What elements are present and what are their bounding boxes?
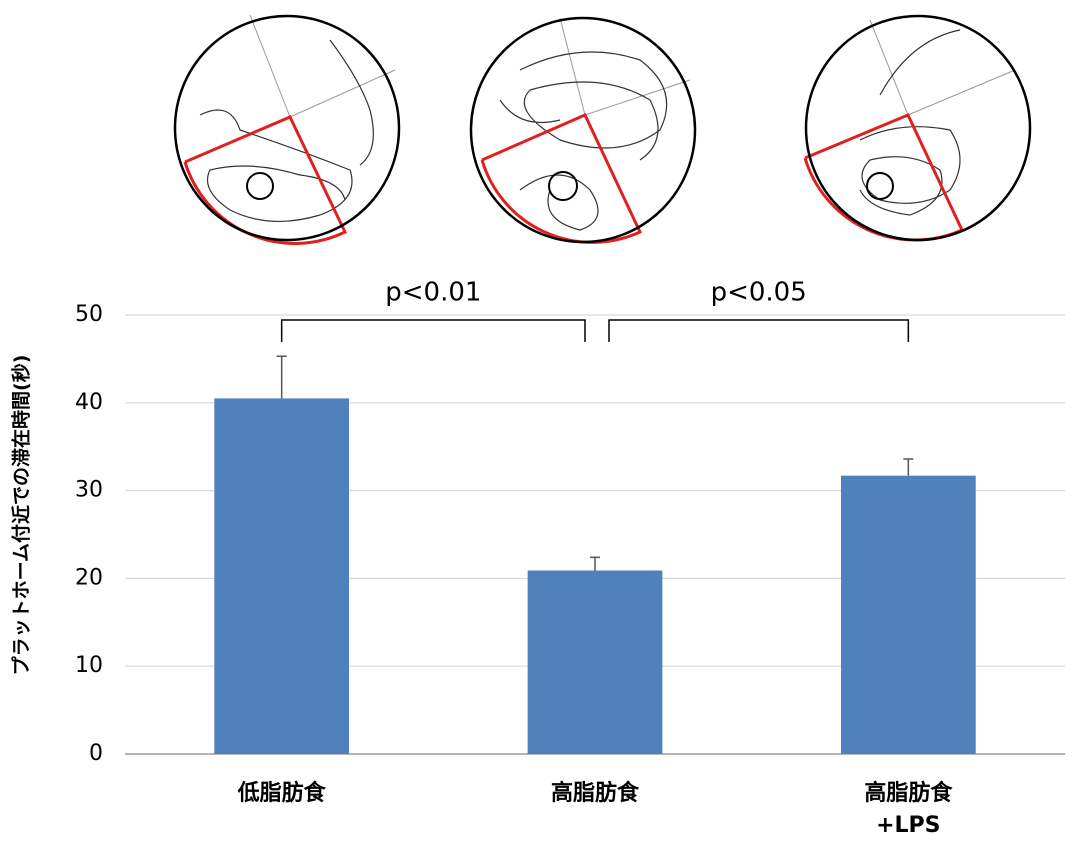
maze [469, 16, 697, 244]
significance-bracket [280, 319, 586, 342]
y-axis-label: プラットホーム付近での滞在時間(秒) [10, 355, 33, 676]
x-tick-label: 低脂肪食 [237, 781, 326, 806]
bar [840, 475, 976, 754]
bar [214, 398, 350, 754]
annotation: p<0.05 [711, 278, 807, 308]
y-tick-label: 0 [89, 741, 103, 766]
y-tick-label: 10 [75, 653, 103, 678]
x-tick-label: 高脂肪食 +LPS [864, 781, 953, 838]
significance-bracket [608, 319, 910, 342]
y-tick-label: 20 [75, 565, 103, 590]
y-tick-label: 40 [75, 390, 103, 415]
maze-illustrations [173, 14, 1032, 245]
annotation: p<0.01 [385, 278, 481, 308]
maze [803, 14, 1032, 242]
maze [173, 14, 401, 245]
x-tick-label: 高脂肪食 [550, 781, 639, 806]
bar [527, 570, 663, 754]
y-tick-label: 30 [75, 478, 103, 503]
y-tick-label: 50 [75, 302, 103, 327]
